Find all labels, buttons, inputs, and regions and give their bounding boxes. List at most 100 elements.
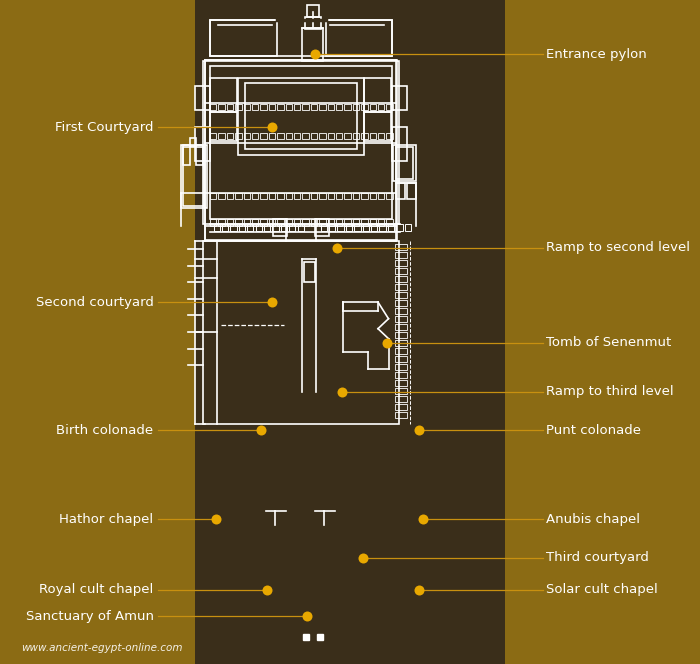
Bar [328, 133, 334, 139]
Text: Royal cult chapel: Royal cult chapel [39, 583, 153, 596]
Bar [328, 193, 334, 199]
Bar [227, 193, 233, 199]
Point [301, 611, 312, 622]
Bar [218, 219, 225, 226]
Bar [405, 224, 411, 231]
Bar [252, 104, 258, 110]
Bar [363, 224, 369, 231]
Bar [260, 219, 267, 226]
Bar [392, 86, 407, 110]
Bar [395, 308, 407, 314]
Bar [203, 61, 399, 224]
Bar [277, 133, 284, 139]
Bar [370, 193, 376, 199]
Text: Sanctuary of Amun: Sanctuary of Amun [25, 610, 153, 623]
Bar [235, 104, 241, 110]
Bar [218, 133, 225, 139]
Bar [319, 219, 326, 226]
Bar [344, 219, 351, 226]
Bar [277, 219, 284, 226]
Bar [195, 0, 505, 664]
Point [382, 337, 393, 348]
Bar [361, 219, 368, 226]
Bar [395, 372, 407, 378]
Bar [277, 193, 284, 199]
Bar [395, 340, 407, 346]
Bar [305, 17, 321, 29]
Bar [344, 133, 351, 139]
Bar [195, 86, 210, 110]
Bar [210, 20, 392, 56]
Bar [210, 133, 216, 139]
Bar [396, 183, 405, 199]
Point [262, 584, 273, 595]
Bar [210, 78, 237, 112]
Bar [286, 219, 292, 226]
Bar [329, 224, 335, 231]
Bar [326, 20, 392, 56]
Bar [336, 219, 342, 226]
Bar [235, 193, 241, 199]
Bar [336, 193, 342, 199]
Bar [252, 219, 258, 226]
Bar [260, 133, 267, 139]
Point [332, 242, 343, 253]
Bar [346, 224, 352, 231]
Bar [386, 219, 393, 226]
Bar [289, 224, 295, 231]
Bar [286, 104, 292, 110]
Bar [395, 356, 407, 362]
Bar [311, 104, 317, 110]
Bar [407, 183, 416, 199]
Bar [395, 332, 407, 338]
Bar [319, 104, 326, 110]
Bar [311, 193, 317, 199]
Bar [395, 316, 407, 322]
Bar [294, 133, 300, 139]
Bar [272, 224, 279, 231]
Bar [304, 262, 315, 282]
Bar [336, 104, 342, 110]
Bar [294, 219, 300, 226]
Bar [247, 224, 253, 231]
Bar [395, 292, 407, 298]
Bar [354, 224, 360, 231]
Text: Birth colonade: Birth colonade [57, 424, 153, 437]
Bar [315, 219, 329, 236]
Bar [227, 104, 233, 110]
Bar [210, 112, 237, 141]
Bar [395, 412, 407, 418]
Text: Hathor chapel: Hathor chapel [60, 513, 153, 526]
Bar [353, 219, 359, 226]
Bar [395, 260, 407, 266]
Point [256, 425, 267, 436]
Point [357, 552, 368, 563]
Bar [218, 193, 225, 199]
Bar [311, 133, 317, 139]
Bar [386, 193, 393, 199]
Bar [395, 284, 407, 290]
Bar [286, 133, 292, 139]
Bar [395, 364, 407, 370]
Bar [269, 219, 275, 226]
Bar [235, 133, 241, 139]
Bar [337, 224, 344, 231]
Bar [269, 133, 275, 139]
Bar [336, 133, 342, 139]
Bar [269, 193, 275, 199]
Bar [210, 219, 216, 226]
Bar [319, 133, 326, 139]
Bar [294, 193, 300, 199]
Bar [395, 380, 407, 386]
Bar [371, 224, 377, 231]
Bar [205, 60, 397, 240]
Bar [370, 133, 376, 139]
Bar [244, 193, 250, 199]
Text: Punt colonade: Punt colonade [547, 424, 641, 437]
Point [309, 49, 321, 60]
Bar [298, 224, 304, 231]
Bar [183, 145, 190, 165]
Bar [181, 145, 207, 208]
Point [417, 514, 428, 525]
Bar [190, 138, 196, 146]
